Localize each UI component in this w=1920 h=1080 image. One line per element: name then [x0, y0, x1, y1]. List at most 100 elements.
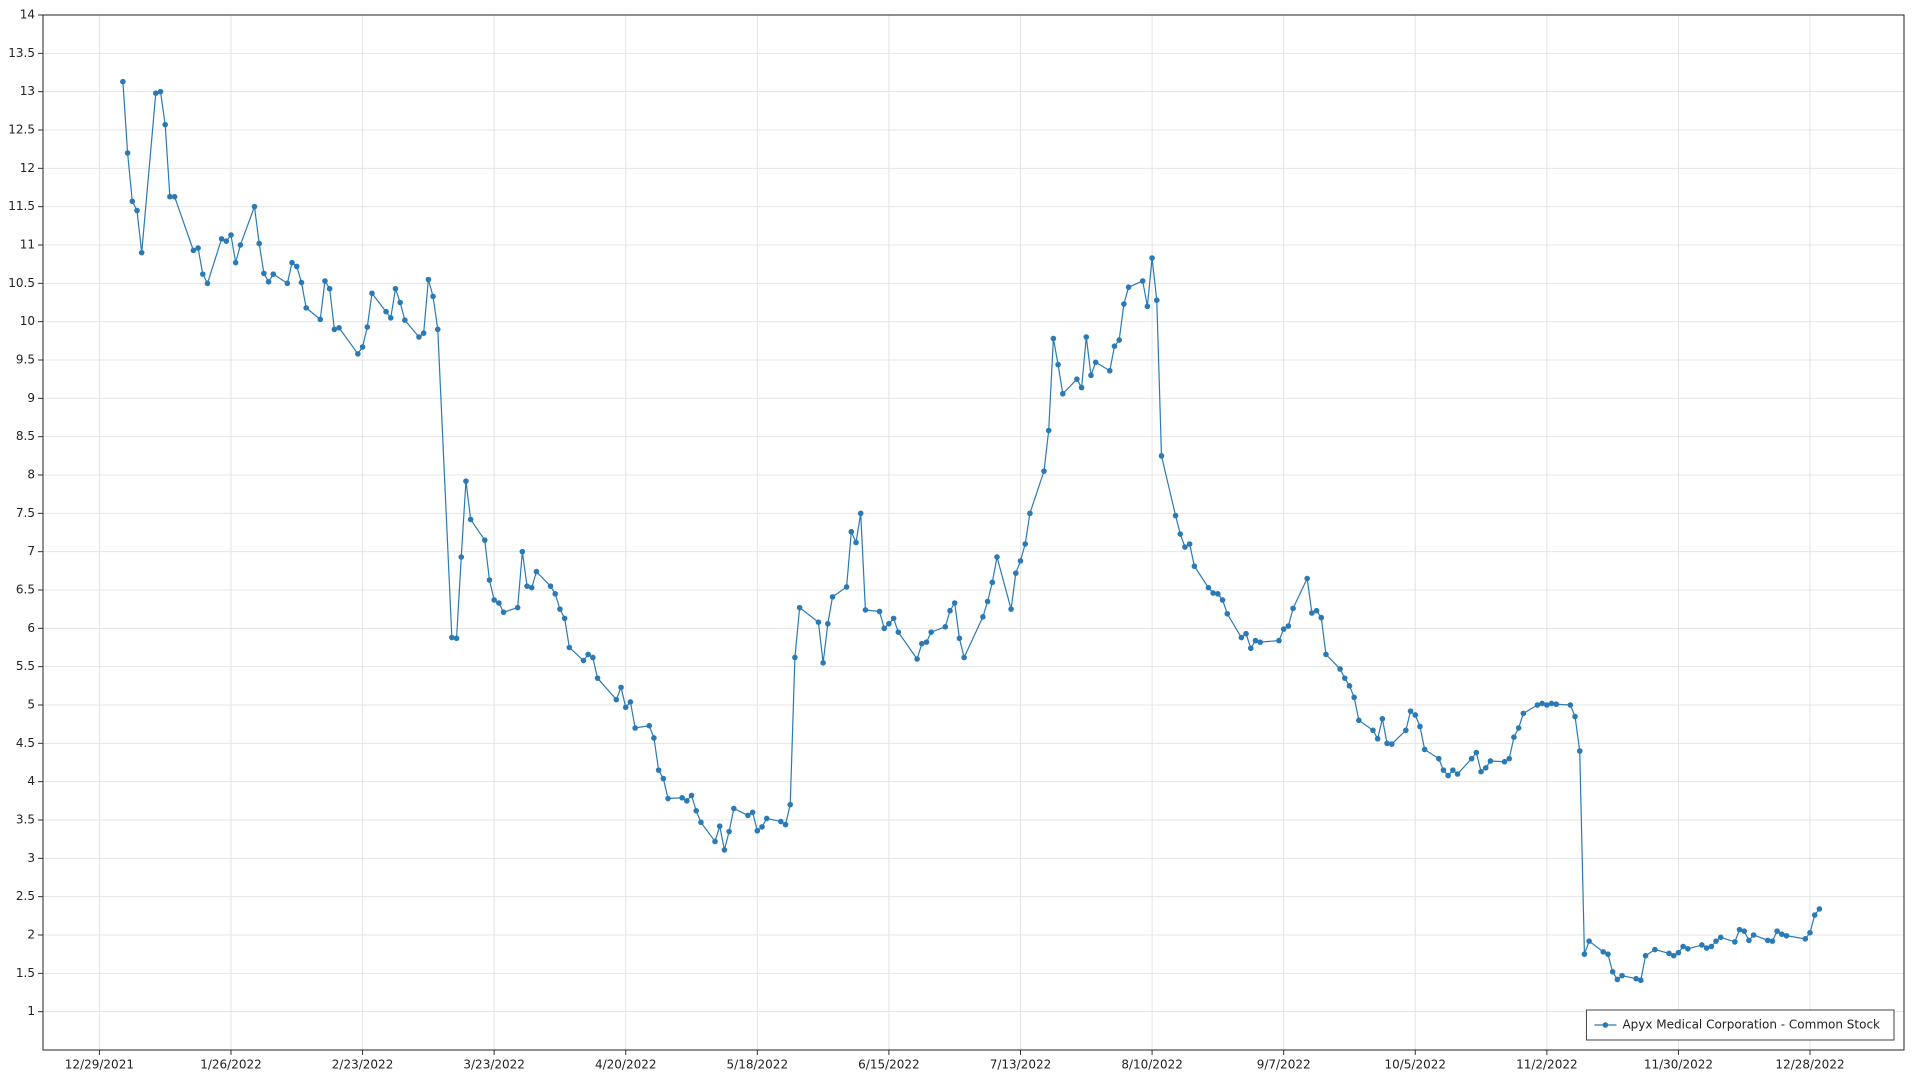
data-point	[1247, 645, 1254, 652]
data-point	[1619, 972, 1625, 979]
data-point	[919, 640, 925, 647]
x-tick-label: 4/20/2022	[595, 1058, 657, 1072]
data-point	[1609, 969, 1616, 975]
data-point	[942, 624, 949, 630]
data-point	[1106, 367, 1113, 374]
y-tick-label: 9.5	[16, 353, 35, 367]
data-point	[787, 801, 794, 808]
data-point	[1337, 666, 1343, 672]
data-point	[721, 847, 728, 853]
data-point	[594, 675, 601, 681]
data-point	[1041, 468, 1047, 474]
data-point	[1177, 531, 1184, 537]
data-point	[1356, 717, 1362, 724]
data-point	[228, 232, 234, 238]
data-point	[392, 285, 399, 292]
data-point	[397, 299, 403, 306]
data-point	[1012, 570, 1019, 576]
data-point	[994, 554, 1000, 560]
legend-marker	[1602, 1022, 1609, 1028]
x-tick-label: 12/28/2022	[1775, 1058, 1844, 1072]
x-tick-label: 8/10/2022	[1121, 1058, 1183, 1072]
data-point	[716, 823, 723, 829]
data-point	[961, 654, 967, 661]
data-point	[684, 798, 690, 804]
data-point	[519, 548, 526, 555]
data-point	[1219, 597, 1226, 603]
data-point	[1407, 708, 1414, 714]
data-point	[843, 584, 850, 590]
data-point	[655, 767, 662, 773]
data-point	[1191, 563, 1198, 570]
data-point	[646, 722, 653, 729]
data-point	[890, 615, 897, 622]
data-point	[1144, 303, 1151, 310]
data-point	[1450, 767, 1456, 773]
data-point	[731, 805, 737, 812]
data-point	[1732, 939, 1738, 945]
data-point	[190, 247, 197, 254]
data-point	[167, 193, 173, 200]
data-point	[1750, 932, 1757, 938]
data-point	[1017, 558, 1024, 564]
data-point	[989, 579, 996, 586]
data-point	[820, 660, 826, 666]
y-tick-label: 12.5	[8, 123, 35, 137]
data-point	[1515, 725, 1522, 731]
data-point	[923, 639, 930, 645]
data-point	[1807, 929, 1813, 936]
data-point	[561, 615, 568, 622]
data-point	[1313, 607, 1320, 614]
data-point	[369, 290, 375, 297]
data-point	[204, 280, 211, 287]
x-tick-label: 12/29/2021	[65, 1058, 134, 1072]
data-point	[745, 812, 751, 819]
data-point	[1417, 723, 1423, 730]
data-point	[1633, 975, 1639, 982]
x-tick-label: 11/2/2022	[1516, 1058, 1578, 1072]
y-tick-label: 4.5	[16, 736, 35, 750]
data-point	[1581, 951, 1588, 957]
data-point	[1158, 453, 1165, 459]
data-point	[792, 654, 798, 661]
data-point	[1576, 748, 1583, 754]
plot-frame	[42, 14, 1905, 1051]
data-point	[1092, 359, 1099, 366]
data-point	[1022, 541, 1028, 547]
legend: Apyx Medical Corporation - Common Stock	[1585, 1009, 1895, 1041]
x-tick-label: 5/18/2022	[727, 1058, 789, 1072]
data-point	[134, 207, 140, 214]
data-point	[712, 838, 718, 845]
data-point	[1205, 584, 1212, 591]
data-point	[1548, 700, 1555, 707]
y-tick-label: 10.5	[8, 276, 35, 290]
data-point	[1802, 936, 1809, 942]
data-point	[1544, 702, 1550, 708]
data-point	[956, 635, 963, 642]
data-point	[434, 326, 441, 333]
data-point	[660, 775, 667, 782]
data-point	[402, 317, 408, 323]
data-point	[251, 203, 258, 210]
data-point	[1783, 932, 1790, 939]
data-point	[1421, 746, 1428, 753]
y-tick-label: 10	[20, 314, 35, 328]
data-point	[317, 316, 324, 323]
x-tick-label: 7/13/2022	[990, 1058, 1052, 1072]
y-tick-label: 11.5	[8, 199, 35, 213]
data-point	[359, 344, 366, 350]
data-point	[223, 238, 230, 244]
data-point	[1238, 634, 1245, 641]
data-point	[449, 634, 455, 641]
y-tick-label: 6.5	[16, 583, 35, 597]
data-point	[481, 537, 488, 543]
data-point	[1088, 372, 1094, 379]
data-point	[162, 121, 168, 128]
data-point	[420, 330, 427, 336]
data-point	[289, 259, 295, 266]
data-point	[1384, 740, 1390, 747]
data-point	[1717, 934, 1724, 941]
data-point	[284, 280, 291, 287]
data-point	[1078, 384, 1085, 391]
data-point	[533, 568, 540, 575]
